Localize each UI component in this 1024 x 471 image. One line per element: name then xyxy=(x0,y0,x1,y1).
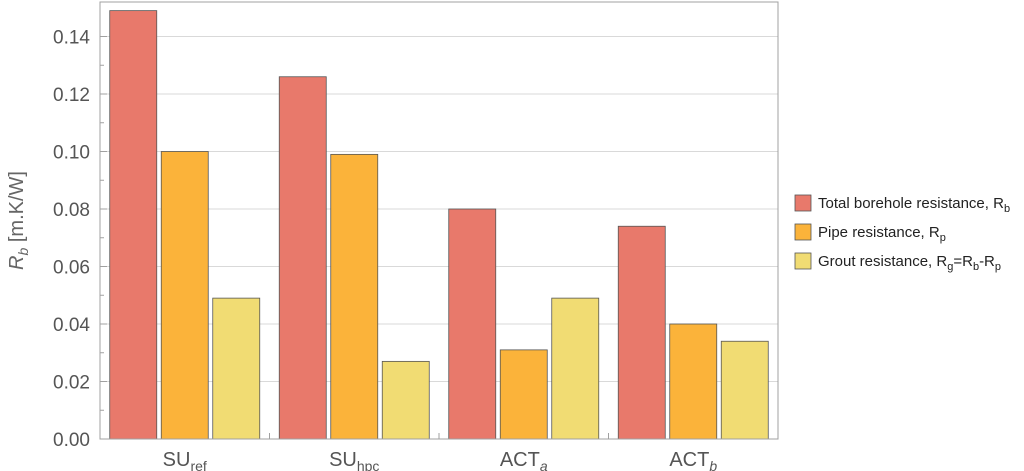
bar xyxy=(109,10,158,440)
bar xyxy=(551,297,600,440)
legend-label: Total borehole resistance, Rb xyxy=(818,195,1010,215)
y-tick-label: 0.06 xyxy=(53,258,90,279)
bar xyxy=(160,151,209,440)
legend-label: Grout resistance, Rg=Rb-Rp xyxy=(818,253,1001,273)
y-tick-label: 0.12 xyxy=(53,85,90,106)
x-tick-label: SUref xyxy=(163,449,207,471)
bar xyxy=(330,153,379,440)
x-axis-ticks: SUref SUhpc ACTa ACTb xyxy=(163,433,717,471)
y-tick-label: 0.14 xyxy=(53,28,90,49)
legend-swatch xyxy=(794,194,812,212)
y-tick-label: 0.08 xyxy=(53,200,90,221)
bar xyxy=(617,225,666,440)
legend-swatch xyxy=(794,223,812,241)
y-tick-label: 0.02 xyxy=(53,373,90,394)
x-tick-label: ACTa xyxy=(500,449,548,471)
bar xyxy=(381,360,430,440)
x-tick-label: SUhpc xyxy=(329,449,379,471)
bar xyxy=(669,323,718,440)
bars xyxy=(109,10,769,440)
y-tick-label: 0.10 xyxy=(53,143,90,164)
y-axis-ticks: 0.00 0.02 0.04 0.06 0.08 0.10 0.12 0.14 xyxy=(53,28,107,451)
bar xyxy=(720,340,769,440)
legend-swatch xyxy=(794,252,812,270)
bar xyxy=(212,297,261,440)
legend: Total borehole resistance, Rb Pipe resist… xyxy=(794,194,1010,273)
bar xyxy=(278,76,327,440)
y-axis-label: Rb [m.K/W] xyxy=(6,171,31,270)
y-tick-label: 0.00 xyxy=(53,430,90,451)
legend-label: Pipe resistance, Rp xyxy=(818,224,946,244)
bar xyxy=(448,208,497,440)
x-tick-label: ACTb xyxy=(669,449,717,471)
bar xyxy=(499,349,548,440)
y-tick-label: 0.04 xyxy=(53,315,90,336)
